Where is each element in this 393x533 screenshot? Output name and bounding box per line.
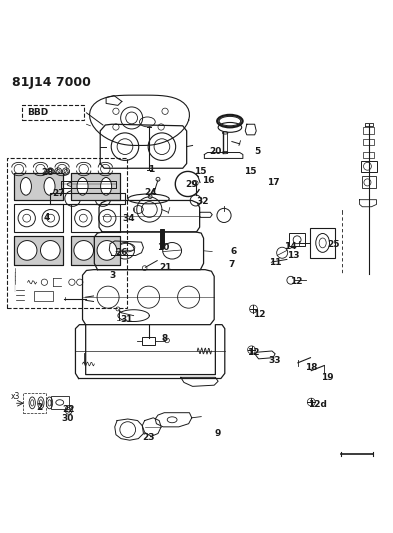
Text: 12: 12 [247, 348, 260, 357]
Circle shape [40, 240, 60, 260]
Ellipse shape [217, 115, 243, 127]
Bar [363, 139, 374, 146]
Text: 12: 12 [290, 277, 303, 286]
Text: 3: 3 [109, 271, 115, 280]
Text: 81J14 7000: 81J14 7000 [12, 76, 91, 89]
Text: 24: 24 [144, 188, 156, 197]
Text: BBD: BBD [27, 108, 48, 117]
Text: 20: 20 [209, 147, 222, 156]
Circle shape [17, 240, 37, 260]
Bar [71, 236, 120, 265]
Bar [71, 173, 120, 200]
Text: 19: 19 [321, 373, 333, 382]
Text: 32: 32 [196, 197, 209, 206]
Text: 13: 13 [286, 251, 299, 260]
Text: 15: 15 [244, 167, 257, 176]
Text: 7: 7 [229, 260, 235, 269]
Text: 33: 33 [269, 357, 281, 365]
Ellipse shape [77, 177, 88, 195]
Text: 12: 12 [253, 310, 266, 319]
Text: 30: 30 [61, 415, 74, 424]
Bar [71, 236, 120, 265]
Text: 34: 34 [123, 214, 135, 223]
Text: 14: 14 [284, 241, 296, 251]
Bar [310, 228, 335, 258]
Bar [34, 291, 53, 301]
Text: 28: 28 [42, 168, 54, 177]
Ellipse shape [20, 177, 31, 195]
Text: 11: 11 [269, 258, 281, 267]
Bar [142, 337, 155, 345]
Bar [14, 236, 63, 265]
Text: 21: 21 [160, 263, 172, 272]
Bar [363, 152, 374, 158]
Circle shape [74, 240, 94, 260]
Text: 12d: 12d [308, 400, 327, 409]
Circle shape [97, 240, 117, 260]
Bar [14, 173, 63, 200]
Bar [14, 204, 63, 232]
Text: 31: 31 [120, 315, 133, 324]
Text: 10: 10 [157, 243, 169, 252]
Text: 4: 4 [43, 213, 50, 222]
Text: 2: 2 [36, 403, 42, 411]
Text: 29: 29 [185, 180, 198, 189]
Bar [51, 396, 69, 409]
Text: 8: 8 [162, 334, 168, 343]
Bar [14, 236, 63, 265]
Bar [363, 127, 374, 134]
Bar [362, 176, 376, 188]
Bar [14, 173, 63, 200]
Ellipse shape [44, 177, 55, 195]
Bar [7, 158, 127, 308]
Bar [23, 393, 46, 413]
Bar [22, 106, 84, 120]
Text: 23: 23 [142, 433, 155, 442]
Text: 17: 17 [267, 177, 279, 187]
Bar [361, 161, 377, 172]
Text: 27: 27 [52, 189, 64, 198]
Text: 9: 9 [215, 429, 221, 438]
Ellipse shape [101, 177, 112, 195]
Text: 6: 6 [231, 247, 237, 256]
Bar [289, 233, 305, 246]
Text: 5: 5 [254, 147, 261, 156]
Text: 16: 16 [202, 176, 215, 185]
Text: 22: 22 [62, 406, 75, 415]
Ellipse shape [219, 116, 241, 126]
Text: 26: 26 [115, 248, 127, 257]
Text: x3: x3 [11, 392, 20, 401]
Bar [71, 204, 120, 232]
Text: 1: 1 [148, 165, 154, 174]
Bar [160, 229, 164, 248]
Text: 25: 25 [327, 240, 340, 249]
Text: 18: 18 [305, 364, 318, 373]
Text: 15: 15 [194, 167, 207, 176]
Bar [71, 173, 120, 200]
